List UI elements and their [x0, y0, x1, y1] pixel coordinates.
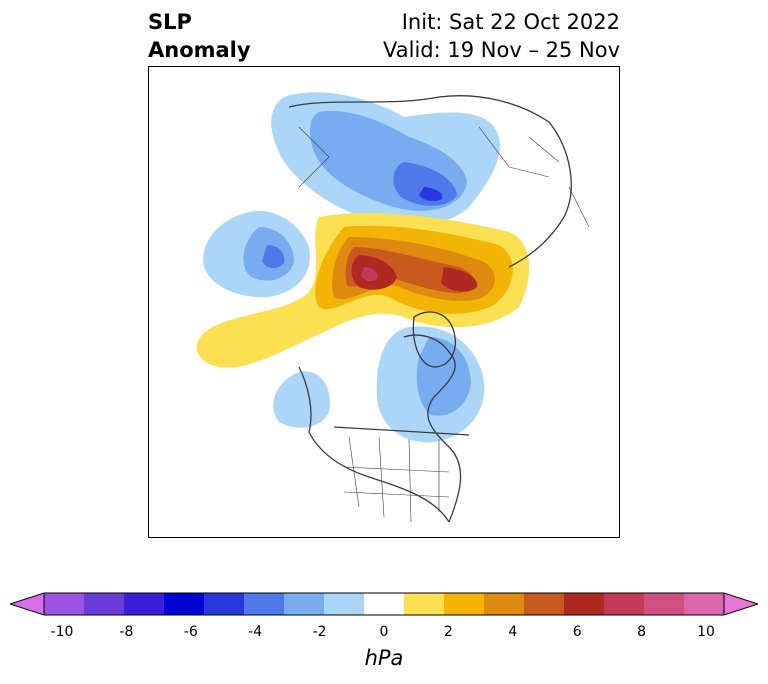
colorbar-tick-label: -4 — [248, 624, 263, 640]
positive-anomaly-ridge — [196, 212, 530, 368]
colorbar-inner-outline — [43, 592, 725, 616]
chart-dates: Init: Sat 22 Oct 2022 Valid: 19 Nov – 25… — [300, 8, 620, 64]
colorbar-segment — [524, 593, 565, 615]
colorbar-segment — [484, 593, 525, 615]
colorbar-segment — [324, 593, 365, 615]
anomaly-map — [196, 92, 590, 523]
eurasia-coast — [288, 95, 572, 268]
colorbar-tick-label: 8 — [637, 624, 647, 640]
colorbar-segment — [284, 593, 325, 615]
colorbar-units: hPa — [364, 646, 404, 670]
colorbar-tick-label: 10 — [697, 624, 715, 640]
negative-anomaly-atlantic — [273, 326, 485, 443]
valid-date-range: Valid: 19 Nov – 25 Nov — [383, 38, 620, 62]
colorbar-segment — [164, 593, 205, 615]
colorbar-segment — [44, 593, 85, 615]
us-border — [333, 426, 470, 436]
pos-contour-max — [361, 267, 378, 282]
neg-contour-strong — [262, 245, 285, 269]
negative-anomaly-siberia — [271, 92, 500, 226]
map-panel — [148, 66, 620, 538]
colorbar-tick-label: 2 — [443, 624, 453, 640]
colorbar-tick-label: 0 — [379, 624, 389, 640]
colorbar-segments — [10, 592, 758, 616]
colorbar-segment — [244, 593, 285, 615]
eurasia-borders — [298, 126, 590, 228]
title-variable-line1: SLP — [148, 10, 192, 34]
colorbar-segment — [604, 593, 645, 615]
colorbar-segment — [404, 593, 445, 615]
negative-anomaly-alaska — [203, 211, 310, 298]
colorbar-segment — [644, 593, 685, 615]
neg-contour-light-b — [273, 371, 330, 428]
colorbar — [10, 592, 758, 616]
colorbar-tick-label: 4 — [508, 624, 518, 640]
pos-contour-deep-east — [441, 267, 478, 292]
neg-contour-deep — [419, 187, 443, 202]
colorbar-extend-max — [723, 592, 758, 616]
colorbar-tick-label: -2 — [312, 624, 327, 640]
colorbar-segment — [84, 593, 125, 615]
colorbar-segment — [444, 593, 485, 615]
colorbar-tick-label: 6 — [572, 624, 582, 640]
colorbar-segment — [684, 593, 725, 615]
greenland-coast — [412, 311, 456, 368]
title-variable-line2: Anomaly — [148, 38, 251, 62]
colorbar-tick-label: -10 — [50, 624, 74, 640]
colorbar-segment — [204, 593, 245, 615]
us-states — [343, 436, 450, 523]
neg-contour-mid — [416, 337, 471, 416]
chart-title: SLP Anomaly — [148, 8, 388, 64]
coastlines — [288, 95, 590, 523]
colorbar-segment — [564, 593, 605, 615]
colorbar-segment — [124, 593, 165, 615]
colorbar-segment — [364, 593, 405, 615]
colorbar-tick-label: -8 — [119, 624, 134, 640]
colorbar-tick-labels: -10 -8 -6 -4 -2 0 2 4 6 8 10 — [0, 624, 768, 644]
init-date: Init: Sat 22 Oct 2022 — [401, 10, 620, 34]
colorbar-tick-label: -6 — [183, 624, 198, 640]
colorbar-extend-min — [10, 592, 45, 616]
